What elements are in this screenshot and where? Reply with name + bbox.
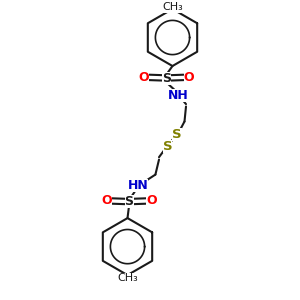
Text: CH₃: CH₃ [162,2,183,13]
Text: O: O [146,194,157,208]
Text: O: O [184,71,194,84]
Text: S: S [172,128,182,141]
Text: S: S [124,195,134,208]
Text: CH₃: CH₃ [117,273,138,284]
Text: S: S [162,71,171,85]
Text: O: O [101,194,112,208]
Text: HN: HN [128,179,148,192]
Text: O: O [139,71,149,84]
Text: S: S [163,140,172,153]
Text: NH: NH [168,88,189,102]
